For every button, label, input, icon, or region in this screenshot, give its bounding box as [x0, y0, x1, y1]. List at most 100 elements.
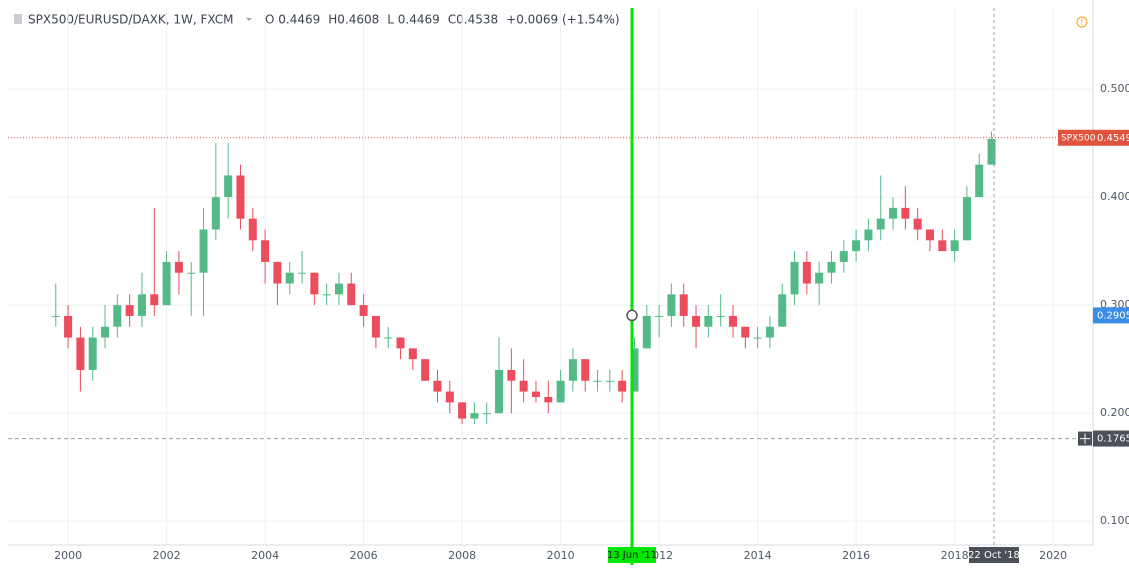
candle-body: [101, 326, 110, 338]
candle-body: [408, 348, 417, 360]
candle-body: [642, 315, 651, 349]
x-tick-label: 2014: [744, 549, 772, 562]
crosshair-icon[interactable]: [1080, 433, 1090, 444]
candle-body: [211, 197, 220, 230]
x-tick-label: 2000: [54, 549, 82, 562]
candle-body: [458, 402, 467, 419]
candle-body: [815, 272, 824, 284]
candle-body: [273, 261, 282, 284]
dropdown-arrow[interactable]: [246, 18, 252, 21]
candle-body: [113, 305, 122, 327]
price-label-value: 0.4549: [1097, 133, 1129, 144]
candle-body: [605, 380, 614, 382]
candle-body: [778, 294, 787, 327]
candle-body: [421, 359, 430, 381]
candle-body: [445, 391, 454, 403]
candle-body: [962, 197, 971, 241]
y-tick-label: 0.2000: [1100, 406, 1129, 419]
alert-icon[interactable]: [1076, 16, 1088, 28]
x-tick-label: 2018: [941, 549, 969, 562]
candle-body: [347, 283, 356, 306]
ohlc-value: O 0.4469: [265, 13, 320, 27]
candle-body: [322, 294, 331, 296]
ohlc-value: +0.0069 (+1.54%): [506, 13, 619, 27]
candle-body: [150, 294, 159, 306]
crosshair-label: 0.1765: [1097, 434, 1129, 445]
candle-body: [765, 326, 774, 338]
candle-body: [913, 218, 922, 230]
ohlc-value: L 0.4469: [387, 13, 440, 27]
candle-body: [568, 359, 577, 381]
candle-body: [950, 240, 959, 252]
candle-body: [174, 261, 183, 273]
candle-body: [704, 315, 713, 327]
candle-body: [64, 315, 73, 338]
x-tick-label: 2004: [251, 549, 279, 562]
candle-body: [162, 261, 171, 306]
candle-body: [334, 283, 343, 295]
price-label-name: SPX500: [1061, 133, 1096, 143]
candle-body: [396, 337, 405, 349]
candle-body: [285, 272, 294, 284]
candle-body: [544, 396, 553, 403]
candle-body: [248, 218, 257, 241]
candle-body: [975, 164, 984, 198]
candle-body: [655, 315, 664, 317]
candle-body: [630, 348, 639, 392]
candle-body: [433, 380, 442, 392]
symbol-title[interactable]: SPX500/EURUSD/DAXK, 1W, FXCM: [28, 13, 233, 27]
candle-body: [679, 294, 688, 316]
candle-body: [938, 240, 947, 252]
crosshair-label-box: [1093, 430, 1129, 447]
symbol-icon: [14, 14, 22, 24]
candle-body: [716, 315, 725, 317]
cursor-date-label: 13 Jun '11: [607, 550, 657, 561]
cursor-price-box: [1093, 307, 1129, 324]
candle-body: [852, 240, 861, 252]
candle-body: [581, 359, 590, 381]
x-tick-label: 2008: [448, 549, 476, 562]
candle-body: [261, 240, 270, 262]
candle-body: [199, 229, 208, 273]
last-date-label: 22 Oct '18: [968, 550, 1020, 561]
candle-body: [384, 337, 393, 339]
candle-body: [987, 138, 996, 165]
x-tick-label: 2006: [350, 549, 378, 562]
x-tick-label: 2016: [842, 549, 870, 562]
candle-body: [593, 380, 602, 382]
candle-body: [692, 315, 701, 327]
x-tick-label: 2002: [153, 549, 181, 562]
candle-body: [310, 272, 319, 295]
candle-body: [298, 272, 307, 274]
candle-body: [741, 326, 750, 338]
candle-body: [482, 413, 491, 415]
cursor-date-box: [608, 547, 657, 563]
price-label-box: [1058, 129, 1129, 146]
candle-body: [76, 337, 85, 370]
candle-body: [753, 337, 762, 339]
cursor-price-label: 0.2905: [1097, 310, 1129, 321]
candle-body: [839, 251, 848, 262]
candle-body: [470, 413, 479, 419]
candle-body: [519, 380, 528, 392]
candle-body: [889, 207, 898, 219]
candle-body: [224, 175, 233, 198]
candle-body: [507, 369, 516, 381]
ohlc-value: C0.4538: [448, 13, 498, 27]
candle-body: [827, 261, 836, 273]
ohlc-value: H0.4608: [328, 13, 379, 27]
last-date-box: [969, 547, 1020, 563]
candle-body: [790, 261, 799, 295]
candle-body: [137, 294, 146, 316]
candle-body: [618, 380, 627, 392]
candle-body: [876, 218, 885, 230]
cursor-point[interactable]: [626, 309, 638, 322]
candle-body: [125, 305, 134, 316]
alert-icon-mark: !: [1080, 18, 1083, 27]
candle-body: [359, 305, 368, 316]
x-tick-label: 2010: [547, 549, 575, 562]
